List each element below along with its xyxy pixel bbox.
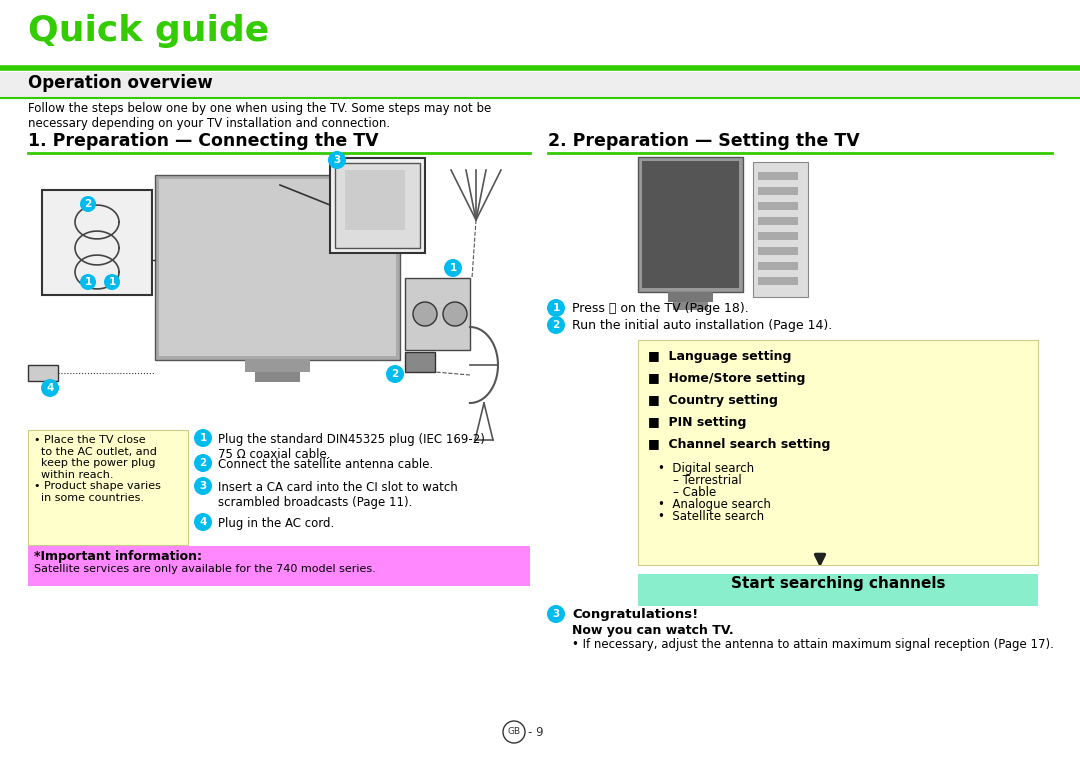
Bar	[255, 372, 300, 382]
Text: ■  Language setting: ■ Language setting	[648, 350, 792, 363]
Circle shape	[546, 299, 565, 317]
Text: 3: 3	[552, 609, 559, 619]
Text: ■  PIN setting: ■ PIN setting	[648, 416, 746, 429]
Text: 2: 2	[84, 199, 92, 209]
Bar	[758, 217, 798, 225]
Text: Plug in the AC cord.: Plug in the AC cord.	[218, 517, 334, 530]
Bar	[0, 72, 1080, 98]
Circle shape	[328, 151, 346, 169]
Bar	[405, 278, 470, 350]
Text: 4: 4	[200, 517, 206, 527]
Circle shape	[194, 454, 212, 472]
Text: 2. Preparation — Setting the TV: 2. Preparation — Setting the TV	[548, 132, 860, 150]
Bar	[345, 170, 405, 230]
Text: GB: GB	[508, 727, 521, 736]
Text: – Terrestrial: – Terrestrial	[658, 474, 742, 487]
Text: Satellite services are only available for the 740 model series.: Satellite services are only available fo…	[33, 564, 376, 574]
Text: 2: 2	[200, 458, 206, 468]
Bar	[42, 190, 152, 295]
Text: ■  Country setting: ■ Country setting	[648, 394, 778, 407]
Circle shape	[104, 274, 120, 290]
Circle shape	[386, 365, 404, 383]
Circle shape	[443, 302, 467, 326]
Text: Operation overview: Operation overview	[28, 74, 213, 92]
Bar	[753, 162, 808, 297]
Bar	[669, 292, 713, 302]
Circle shape	[546, 605, 565, 623]
Bar	[28, 365, 58, 381]
Text: Now you can watch TV.: Now you can watch TV.	[572, 624, 733, 637]
Text: Insert a CA card into the CI slot to watch
scrambled broadcasts (Page 11).: Insert a CA card into the CI slot to wat…	[218, 481, 458, 509]
Bar	[758, 202, 798, 210]
Circle shape	[80, 196, 96, 212]
Bar	[638, 157, 743, 292]
Text: 1: 1	[108, 277, 116, 287]
Bar	[758, 187, 798, 195]
Text: 3: 3	[334, 155, 340, 165]
Text: 1: 1	[552, 303, 559, 313]
Bar	[642, 161, 739, 288]
Text: - 9: - 9	[528, 726, 543, 739]
Bar	[405, 352, 435, 372]
Circle shape	[194, 513, 212, 531]
Text: 1: 1	[84, 277, 92, 287]
Text: • Place the TV close
  to the AC outlet, and
  keep the power plug
  within reac: • Place the TV close to the AC outlet, a…	[33, 435, 161, 503]
Circle shape	[413, 302, 437, 326]
Bar	[28, 546, 530, 586]
Text: Press ⏻ on the TV (Page 18).: Press ⏻ on the TV (Page 18).	[572, 302, 748, 315]
Text: Quick guide: Quick guide	[28, 14, 269, 48]
Text: ■  Home/Store setting: ■ Home/Store setting	[648, 372, 806, 385]
Circle shape	[80, 274, 96, 290]
Text: 2: 2	[552, 320, 559, 330]
Text: 1. Preparation — Connecting the TV: 1. Preparation — Connecting the TV	[28, 132, 379, 150]
Text: 4: 4	[46, 383, 54, 393]
Bar	[673, 302, 708, 310]
Bar	[245, 360, 310, 372]
Text: •  Satellite search: • Satellite search	[658, 510, 765, 523]
Bar	[758, 277, 798, 285]
Text: Start searching channels: Start searching channels	[731, 576, 945, 591]
Circle shape	[444, 259, 462, 277]
Bar	[758, 172, 798, 180]
Text: 2: 2	[391, 369, 399, 379]
Text: •  Digital search: • Digital search	[658, 462, 754, 475]
Text: 3: 3	[200, 481, 206, 491]
Text: 1: 1	[449, 263, 457, 273]
Text: Run the initial auto installation (Page 14).: Run the initial auto installation (Page …	[572, 319, 833, 332]
Text: – Cable: – Cable	[658, 486, 716, 499]
Text: Follow the steps below one by one when using the TV. Some steps may not be
neces: Follow the steps below one by one when u…	[28, 102, 491, 130]
Circle shape	[194, 477, 212, 495]
Bar	[28, 430, 188, 545]
Text: Plug the standard DIN45325 plug (IEC 169-2)
75 Ω coaxial cable.: Plug the standard DIN45325 plug (IEC 169…	[218, 433, 485, 461]
Circle shape	[546, 316, 565, 334]
Bar	[335, 163, 420, 248]
Bar	[330, 158, 426, 253]
Bar	[758, 232, 798, 240]
Bar	[758, 262, 798, 270]
Circle shape	[41, 379, 59, 397]
Bar	[638, 340, 1038, 565]
Text: ■  Channel search setting: ■ Channel search setting	[648, 438, 831, 451]
Bar	[156, 175, 400, 360]
Text: •  Analogue search: • Analogue search	[658, 498, 771, 511]
Text: Congratulations!: Congratulations!	[572, 608, 699, 621]
Circle shape	[194, 429, 212, 447]
Text: Connect the satellite antenna cable.: Connect the satellite antenna cable.	[218, 458, 433, 471]
Bar	[159, 179, 396, 356]
Text: 1: 1	[200, 433, 206, 443]
Bar	[758, 247, 798, 255]
Text: *Important information:: *Important information:	[33, 550, 202, 563]
Text: • If necessary, adjust the antenna to attain maximum signal reception (Page 17).: • If necessary, adjust the antenna to at…	[572, 638, 1054, 651]
Bar	[638, 574, 1038, 606]
